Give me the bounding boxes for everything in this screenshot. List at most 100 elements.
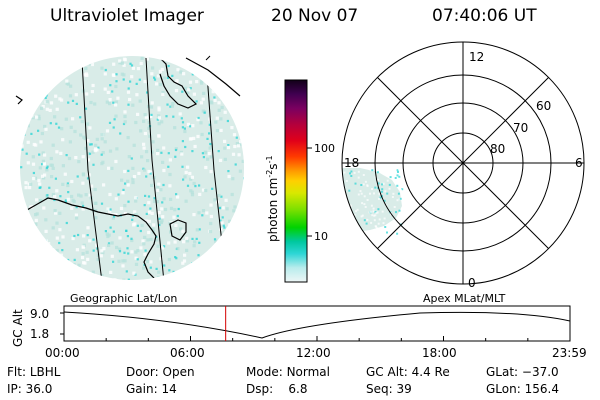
speckle-pixel: [233, 216, 237, 220]
speckle-pixel: [223, 234, 226, 237]
speckle-pixel: [239, 245, 243, 249]
speckle-pixel: [73, 234, 76, 238]
speckle-pixel: [95, 137, 99, 141]
speckle-pixel: [32, 64, 36, 68]
speckle-pixel: [60, 98, 64, 102]
speckle-pixel: [51, 193, 55, 197]
speckle-pixel: [393, 233, 396, 236]
speckle-pixel: [209, 170, 213, 174]
speckle-pixel: [174, 155, 177, 158]
speckle-pixel: [201, 152, 204, 155]
speckle-pixel: [118, 250, 122, 253]
speckle-pixel: [157, 182, 161, 186]
speckle-pixel: [45, 107, 49, 111]
speckle-pixel: [241, 159, 244, 163]
geographic-image: [15, 55, 244, 280]
speckle-pixel: [130, 64, 134, 67]
speckle-pixel: [227, 174, 231, 179]
speckle-pixel: [181, 121, 185, 124]
speckle-pixel: [200, 275, 204, 279]
speckle-pixel: [41, 255, 45, 259]
speckle-pixel: [131, 180, 135, 185]
speckle-pixel: [343, 171, 346, 174]
speckle-pixel: [40, 90, 43, 93]
speckle-pixel: [223, 146, 227, 150]
speckle-pixel: [53, 195, 57, 199]
speckle-pixel: [151, 140, 155, 144]
speckle-pixel: [126, 179, 130, 183]
speckle-pixel: [49, 248, 53, 252]
speckle-pixel: [394, 231, 397, 234]
speckle-pixel: [234, 118, 237, 121]
speckle-pixel: [189, 177, 193, 181]
speckle-pixel: [223, 157, 227, 161]
speckle-pixel: [211, 187, 214, 190]
speckle-pixel: [348, 189, 351, 192]
speckle-pixel: [197, 116, 200, 120]
speckle-pixel: [375, 225, 378, 228]
speckle-pixel: [84, 107, 88, 110]
speckle-pixel: [347, 219, 350, 222]
speckle-pixel: [180, 117, 183, 120]
speckle-pixel: [350, 204, 352, 207]
altitude-plot: 9.0 1.8 GC Alt: [11, 305, 571, 347]
speckle-pixel: [76, 175, 79, 178]
apex-label: Apex MLat/MLT: [423, 292, 506, 305]
speckle-pixel: [193, 240, 197, 244]
speckle-pixel: [398, 175, 401, 178]
speckle-pixel: [85, 73, 89, 77]
speckle-pixel: [91, 276, 95, 279]
altitude-ylabel: GC Alt: [11, 309, 25, 347]
speckle-pixel: [118, 61, 122, 65]
speckle-pixel: [165, 115, 168, 118]
speckle-pixel: [365, 231, 368, 234]
speckle-pixel: [55, 107, 59, 111]
speckle-pixel: [55, 189, 59, 193]
speckle-pixel: [53, 272, 57, 276]
speckle-pixel: [74, 213, 78, 217]
speckle-pixel: [239, 215, 242, 218]
speckle-pixel: [235, 258, 239, 262]
speckle-pixel: [349, 231, 352, 234]
speckle-pixel: [149, 207, 152, 210]
speckle-pixel: [394, 181, 397, 184]
speckle-pixel: [86, 139, 90, 143]
speckle-pixel: [81, 245, 85, 249]
speckle-pixel: [25, 152, 28, 155]
speckle-pixel: [142, 242, 146, 246]
speckle-pixel: [130, 250, 134, 254]
speckle-pixel: [55, 122, 58, 125]
speckle-pixel: [371, 169, 374, 172]
speckle-pixel: [61, 138, 65, 142]
speckle-pixel: [47, 76, 50, 79]
speckle-pixel: [348, 221, 351, 224]
speckle-pixel: [217, 248, 221, 253]
speckle-pixel: [39, 140, 43, 144]
speckle-pixel: [31, 116, 35, 120]
speckle-pixel: [242, 210, 244, 214]
speckle-pixel: [65, 221, 68, 225]
speckle-pixel: [184, 199, 188, 203]
speckle-pixel: [389, 176, 392, 179]
speckle-pixel: [142, 266, 146, 270]
speckle-pixel: [238, 105, 241, 108]
speckle-pixel: [185, 236, 189, 240]
speckle-pixel: [386, 192, 389, 195]
speckle-pixel: [209, 142, 212, 146]
speckle-pixel: [41, 105, 45, 109]
speckle-pixel: [161, 91, 165, 95]
speckle-pixel: [34, 222, 38, 226]
speckle-pixel: [89, 143, 92, 146]
speckle-pixel: [238, 169, 242, 173]
speckle-pixel: [221, 244, 225, 248]
speckle-pixel: [185, 248, 189, 252]
speckle-pixel: [26, 124, 30, 128]
speckle-pixel: [41, 278, 45, 280]
speckle-pixel: [158, 82, 162, 87]
speckle-pixel: [195, 228, 199, 232]
speckle-pixel: [88, 152, 92, 155]
speckle-pixel: [88, 126, 92, 130]
speckle-pixel: [117, 247, 122, 251]
speckle-pixel: [132, 271, 136, 275]
speckle-pixel: [401, 198, 404, 201]
